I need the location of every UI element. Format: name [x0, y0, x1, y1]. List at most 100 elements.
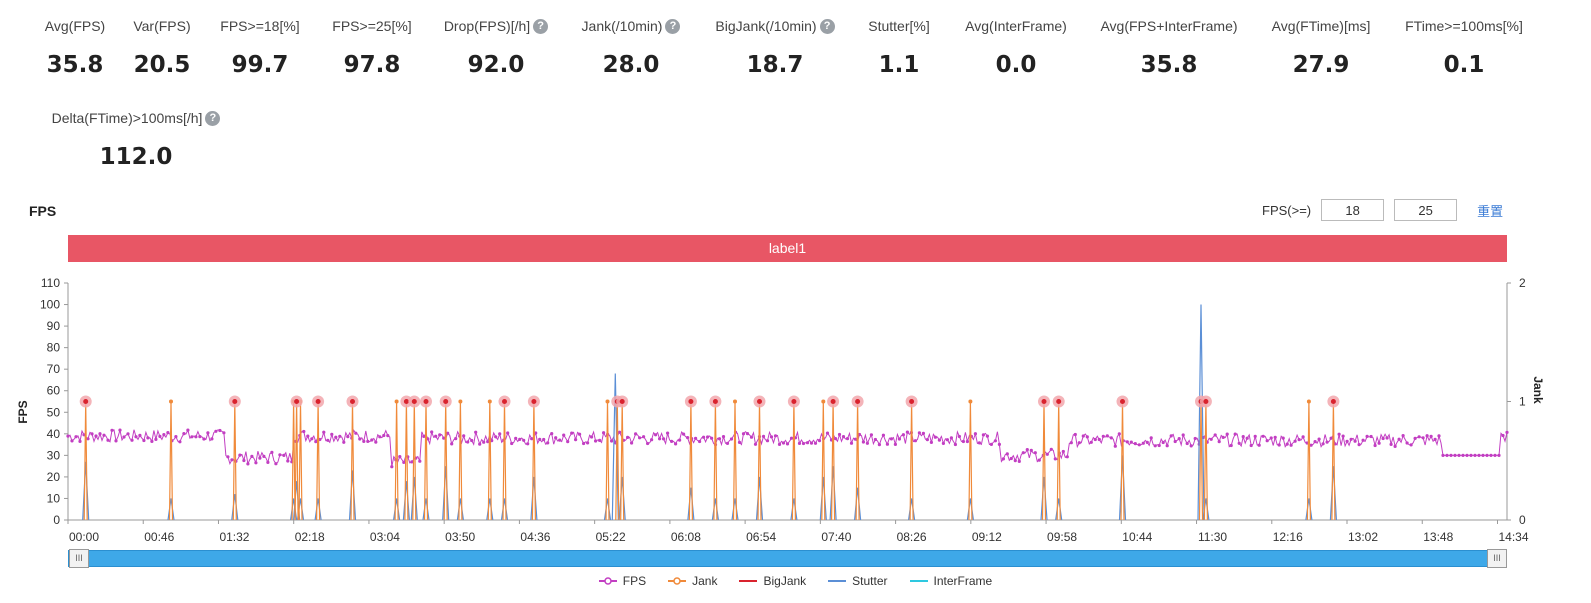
fps-point: [1073, 432, 1077, 437]
x-tick-label: 05:22: [596, 530, 626, 544]
fps-point: [1309, 443, 1313, 447]
metric-value: 20.5: [133, 52, 191, 78]
fps-point: [1341, 434, 1345, 438]
fps-point: [1437, 434, 1441, 438]
fps-point: [194, 435, 198, 439]
fps-point: [654, 433, 658, 437]
stutter-spike: [82, 461, 90, 521]
help-icon[interactable]: ?: [533, 18, 549, 34]
fps-point: [1453, 453, 1457, 457]
threshold-high-input[interactable]: [1394, 199, 1458, 221]
legend-item-fps[interactable]: FPS: [598, 574, 647, 588]
fps-point: [777, 442, 782, 446]
fps-point: [1301, 435, 1305, 439]
fps-point: [666, 431, 670, 435]
reset-link[interactable]: 重置: [1477, 203, 1504, 219]
fps-point: [102, 433, 106, 437]
x-tick-label: 11:30: [1198, 530, 1227, 544]
stutter-spike: [755, 476, 764, 521]
metric-label: Delta(FTime)>100ms[/h]?: [46, 110, 226, 126]
jank-spike: [404, 401, 409, 521]
y-tick-label: 40: [47, 427, 61, 441]
fps-point: [1405, 441, 1409, 445]
metric-value: 35.8: [46, 52, 104, 78]
label-bar[interactable]: label1: [68, 235, 1507, 262]
fps-point: [1293, 439, 1297, 443]
fps-point: [302, 429, 306, 434]
fps-point: [977, 441, 982, 445]
stutter-spike: [854, 487, 862, 521]
fps-point: [1065, 455, 1069, 459]
chart-title: FPS: [29, 203, 57, 219]
x-tick-label: 10:44: [1122, 530, 1152, 544]
help-icon[interactable]: ?: [205, 110, 221, 126]
metric-label: Avg(FTime)[ms]: [1231, 18, 1411, 34]
slider-handle-left[interactable]: III: [69, 549, 89, 568]
fps-point: [985, 434, 990, 438]
metric-label: Var(FPS): [72, 18, 252, 34]
fps-point: [1013, 459, 1017, 463]
fps-point: [122, 435, 126, 439]
fps-point: [202, 437, 206, 441]
threshold-low-input[interactable]: [1321, 199, 1385, 221]
slider-handle-right[interactable]: III: [1487, 549, 1507, 568]
legend-label: FPS: [622, 574, 647, 588]
legend-item-interframe[interactable]: InterFrame: [909, 574, 992, 588]
fps-point: [1085, 435, 1089, 439]
fps-point: [618, 430, 622, 434]
fps-point: [881, 433, 886, 437]
fps-point: [1045, 452, 1049, 456]
fps-point: [610, 439, 614, 443]
x-tick-label: 00:00: [69, 530, 99, 544]
bigjank-point: [791, 399, 797, 404]
fps-point: [642, 435, 646, 439]
stutter-spike: [314, 498, 322, 521]
fps-point: [470, 438, 474, 443]
fps-point: [390, 465, 394, 469]
x-tick-label: 13:48: [1423, 530, 1453, 544]
bigjank-point: [531, 399, 537, 404]
fps-point: [957, 434, 962, 439]
help-icon[interactable]: ?: [819, 18, 835, 34]
fps-point: [522, 438, 526, 442]
time-range-slider[interactable]: [68, 550, 1507, 567]
fps-point: [1217, 440, 1221, 444]
bigjank-point: [443, 399, 449, 404]
fps-point: [1033, 451, 1037, 455]
help-icon[interactable]: ?: [665, 18, 681, 34]
metric-label-text: Var(FPS): [133, 18, 191, 34]
fps-point: [674, 442, 678, 446]
metric-2: FPS>=18[%] 99.7: [170, 18, 350, 78]
fps-point: [925, 438, 930, 442]
fps-point: [1381, 436, 1385, 441]
metric-7: Stutter[%] 1.1: [809, 18, 989, 78]
fps-point: [993, 439, 998, 443]
bigjank-point: [909, 399, 915, 404]
fps-point: [74, 435, 78, 439]
stutter-spike: [231, 494, 239, 521]
legend-item-bigjank[interactable]: BigJank: [739, 574, 806, 588]
fps-point: [897, 437, 902, 441]
legend-label: BigJank: [763, 574, 807, 588]
fps-point: [382, 433, 386, 438]
fps-point: [94, 434, 98, 438]
fps-point: [937, 438, 942, 442]
fps-point: [1365, 434, 1369, 438]
legend-item-stutter[interactable]: Stutter: [828, 574, 888, 588]
fps-point: [518, 437, 522, 441]
metric-label-text: Avg(InterFrame): [965, 18, 1067, 34]
fps-point: [1229, 443, 1233, 448]
fps-point: [781, 441, 786, 445]
metric-value: 0.1: [1443, 52, 1485, 78]
fps-point: [582, 441, 586, 446]
legend-item-jank[interactable]: Jank: [668, 574, 717, 588]
fps-point: [586, 441, 590, 445]
fps-point: [837, 432, 842, 437]
metric-value: 1.1: [878, 52, 920, 78]
fps-point: [1297, 438, 1301, 442]
fps-point: [1325, 440, 1329, 444]
fps-point: [1501, 433, 1505, 438]
fps-point: [805, 441, 810, 445]
fps-point: [570, 431, 574, 435]
fps-point: [634, 432, 638, 436]
